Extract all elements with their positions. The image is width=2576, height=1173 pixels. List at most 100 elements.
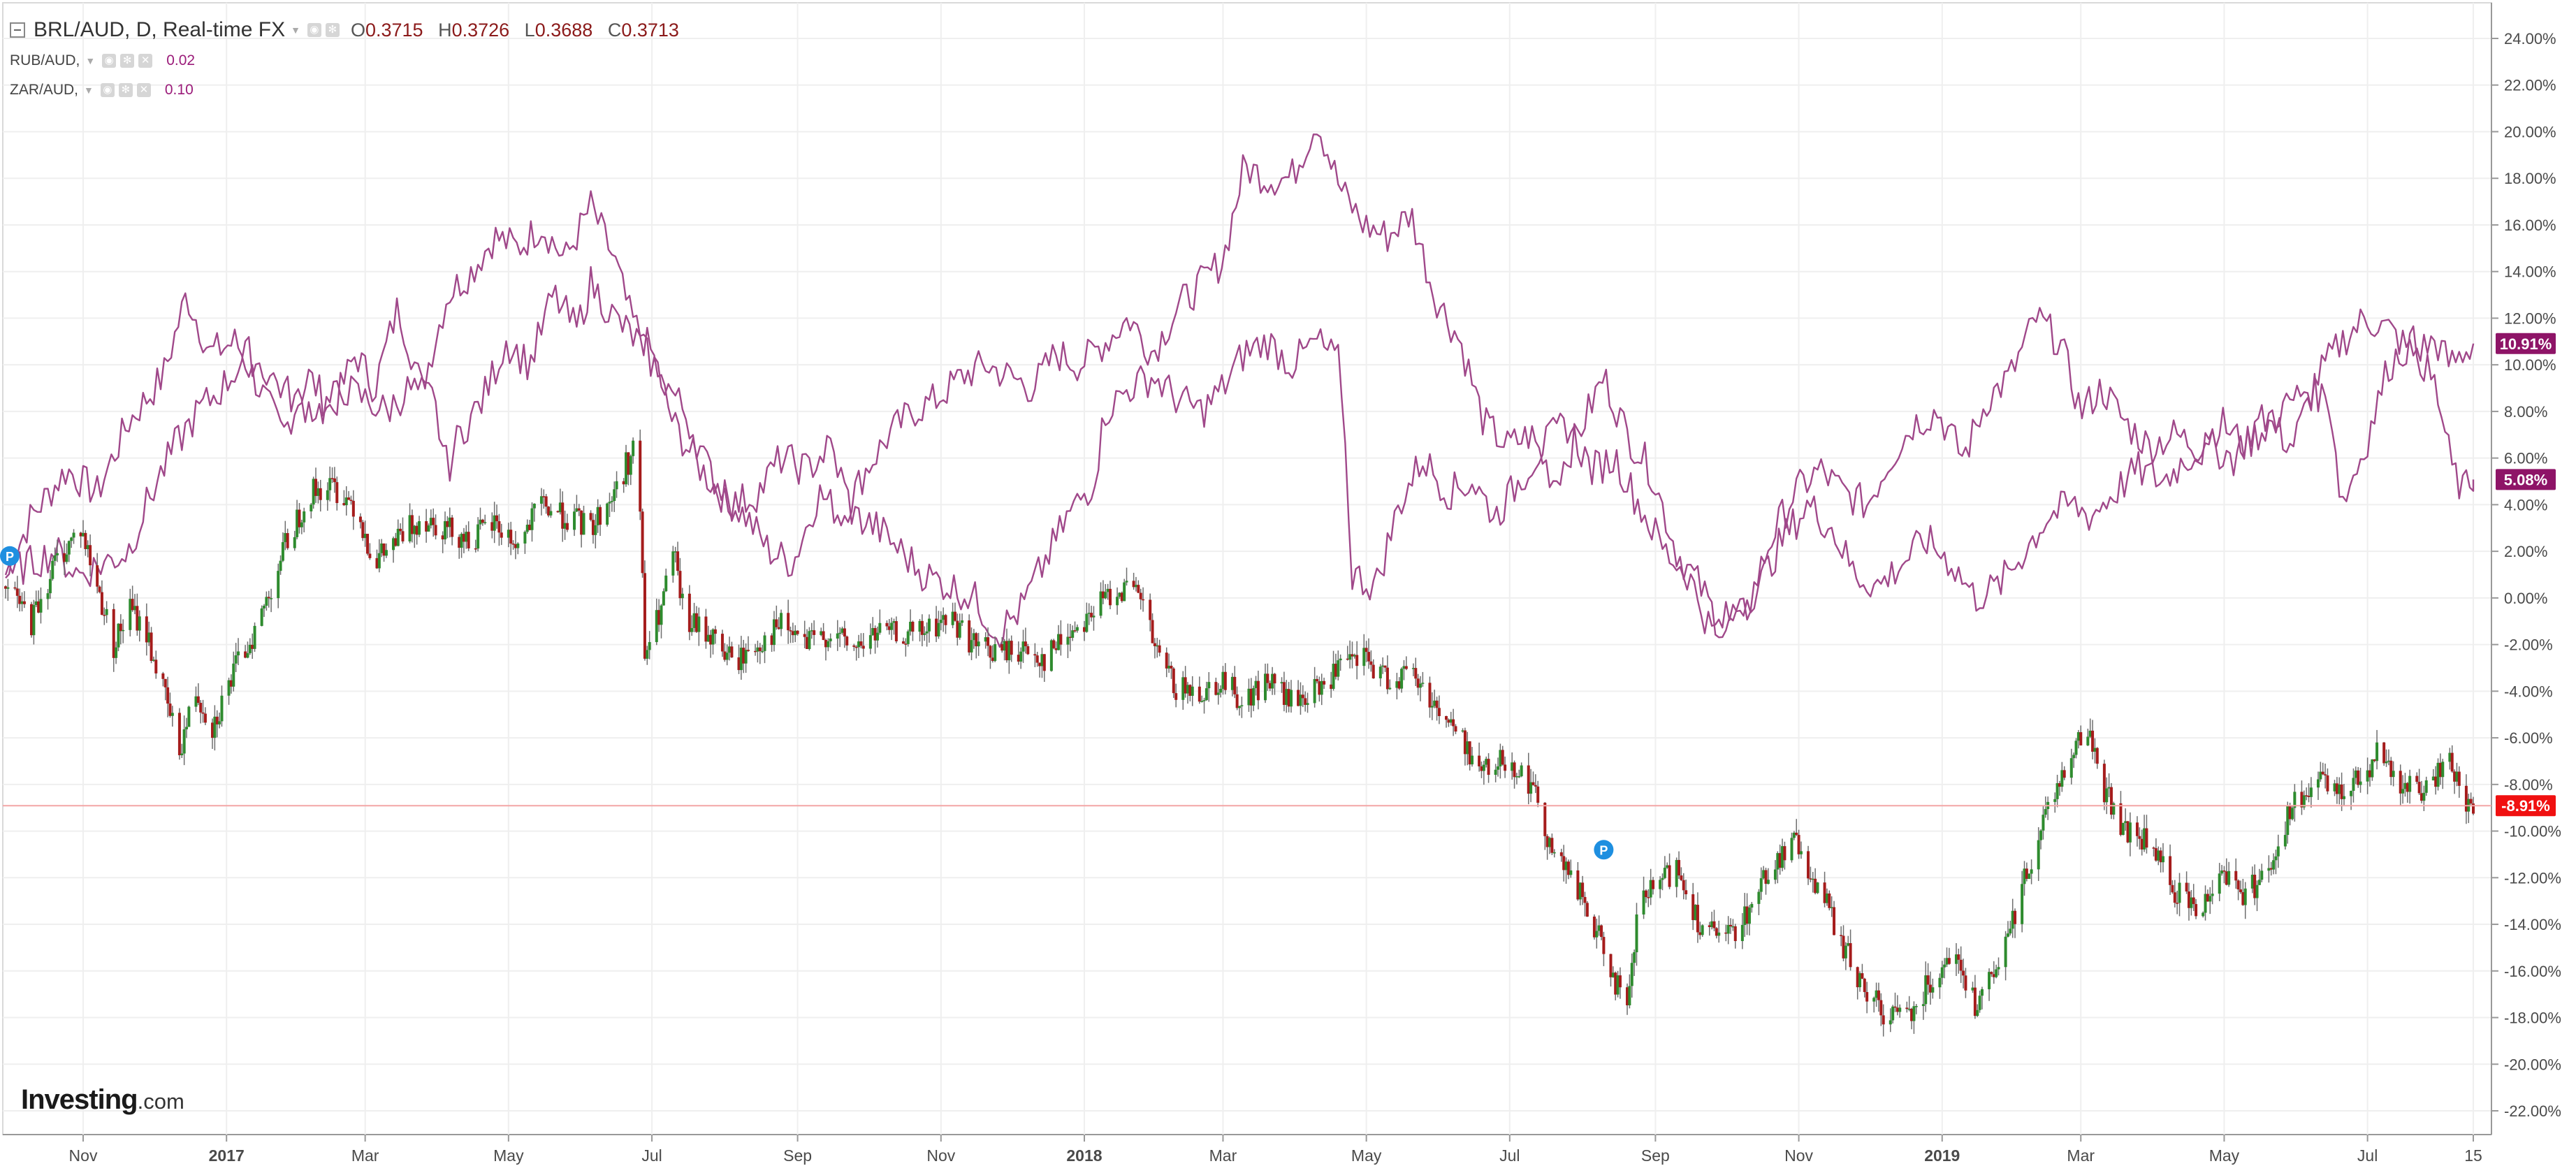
compare-symbol-label[interactable]: ZAR/AUD,: [10, 82, 79, 98]
candle-body: [413, 525, 416, 534]
candle-body: [1348, 654, 1352, 660]
eye-icon[interactable]: ◉: [100, 83, 115, 97]
legend-compare-row-zar[interactable]: ZAR/AUD, ▼ ◉ ✻ ✕ 0.10: [10, 75, 689, 105]
candle-body: [133, 606, 137, 611]
candle-body: [2338, 784, 2341, 794]
candle-body: [410, 515, 414, 534]
candle-body: [1337, 660, 1340, 677]
chevron-down-icon[interactable]: ▼: [84, 85, 94, 96]
candle-body: [2305, 795, 2308, 796]
candle-body: [48, 578, 52, 594]
candle-body: [861, 646, 865, 649]
candle-body: [994, 644, 997, 662]
candle-body: [944, 615, 947, 625]
candle-body: [2406, 782, 2409, 792]
candle-body: [1597, 925, 1601, 931]
legend-main-row[interactable]: BRL/AUD, D, Real-time FX ▼ ◉ ✻ O0.3715 H…: [10, 14, 689, 46]
candle-body: [780, 613, 783, 629]
candle-body: [890, 622, 894, 630]
main-symbol-label[interactable]: BRL/AUD, D, Real-time FX: [34, 18, 286, 41]
candle-body: [1381, 665, 1385, 667]
gear-icon[interactable]: ✻: [325, 23, 340, 37]
candle-body: [263, 606, 266, 609]
candle-body: [2335, 783, 2338, 794]
candle-body: [737, 657, 741, 671]
candle-body: [648, 642, 651, 650]
candle-body: [1592, 917, 1596, 938]
candle-body: [2025, 868, 2028, 880]
candle-body: [65, 554, 68, 562]
candle-body: [1049, 640, 1053, 671]
candle-body: [1644, 890, 1647, 898]
candle-body: [632, 440, 635, 456]
candle-body: [2342, 796, 2345, 799]
compare-symbol-label[interactable]: RUB/AUD,: [10, 52, 80, 68]
x-tick-label: Nov: [69, 1146, 98, 1165]
gear-icon[interactable]: ✻: [120, 54, 135, 68]
candle-body: [1792, 832, 1796, 838]
chevron-down-icon[interactable]: ▼: [291, 24, 300, 36]
candle-body: [1928, 984, 1932, 993]
candle-body: [2401, 789, 2405, 794]
candle-body: [2319, 771, 2322, 780]
candle-body: [1630, 963, 1633, 986]
candle-body: [756, 647, 759, 652]
candle-body: [2352, 778, 2355, 791]
candle-body: [1783, 846, 1787, 861]
close-icon[interactable]: ✕: [136, 83, 151, 97]
candle-body: [2185, 882, 2188, 892]
candle-body: [711, 629, 715, 645]
candle-body: [599, 507, 602, 525]
close-icon[interactable]: ✕: [138, 54, 153, 68]
candle-body: [1170, 665, 1173, 669]
candle-body: [2225, 871, 2228, 885]
candle-body: [2340, 784, 2343, 799]
chevron-down-icon[interactable]: ▼: [85, 55, 96, 66]
candle-body: [2218, 873, 2221, 894]
candle-body: [1616, 975, 1620, 995]
candle-body: [2021, 884, 2024, 924]
candle-body: [448, 517, 451, 527]
candlestick-series: [4, 429, 2475, 1037]
candle-body: [444, 520, 447, 540]
compare-value: 0.10: [164, 82, 194, 98]
candle-body: [2178, 882, 2181, 903]
candle-body: [742, 648, 745, 664]
candle-body: [1101, 591, 1105, 599]
candle-body: [1021, 641, 1025, 652]
candle-body: [251, 644, 254, 649]
candle-body: [150, 632, 153, 661]
candle-body: [1106, 588, 1109, 592]
candle-body: [1497, 766, 1500, 770]
candle-body: [286, 533, 289, 548]
collapse-legend-icon[interactable]: [10, 22, 25, 38]
candle-body: [1454, 726, 1457, 732]
candle-body: [310, 504, 313, 512]
candle-body: [2399, 771, 2402, 794]
candle-body: [1708, 925, 1711, 927]
candle-body: [117, 623, 120, 648]
gear-icon[interactable]: ✻: [118, 83, 133, 97]
eye-icon[interactable]: ◉: [307, 23, 321, 37]
candle-body: [399, 528, 402, 532]
candle-body: [2357, 770, 2360, 785]
candle-body: [1445, 715, 1448, 720]
candle-body: [1318, 681, 1321, 695]
candle-body: [1710, 921, 1714, 927]
candle-body: [2204, 894, 2207, 913]
candle-body: [53, 555, 57, 561]
candle-body: [1548, 838, 1552, 847]
candle-body: [2408, 775, 2412, 792]
candle-body: [1137, 585, 1140, 593]
candle-body: [163, 678, 167, 687]
candle-body: [1433, 700, 1436, 706]
candle-body: [1743, 906, 1747, 925]
candle-body: [539, 496, 543, 504]
candle-body: [1421, 683, 1425, 684]
legend-compare-row-rub[interactable]: RUB/AUD, ▼ ◉ ✻ ✕ 0.02: [10, 46, 689, 75]
eye-icon[interactable]: ◉: [102, 54, 117, 68]
x-tick-label: 15: [2464, 1146, 2482, 1165]
candle-body: [1480, 766, 1483, 771]
